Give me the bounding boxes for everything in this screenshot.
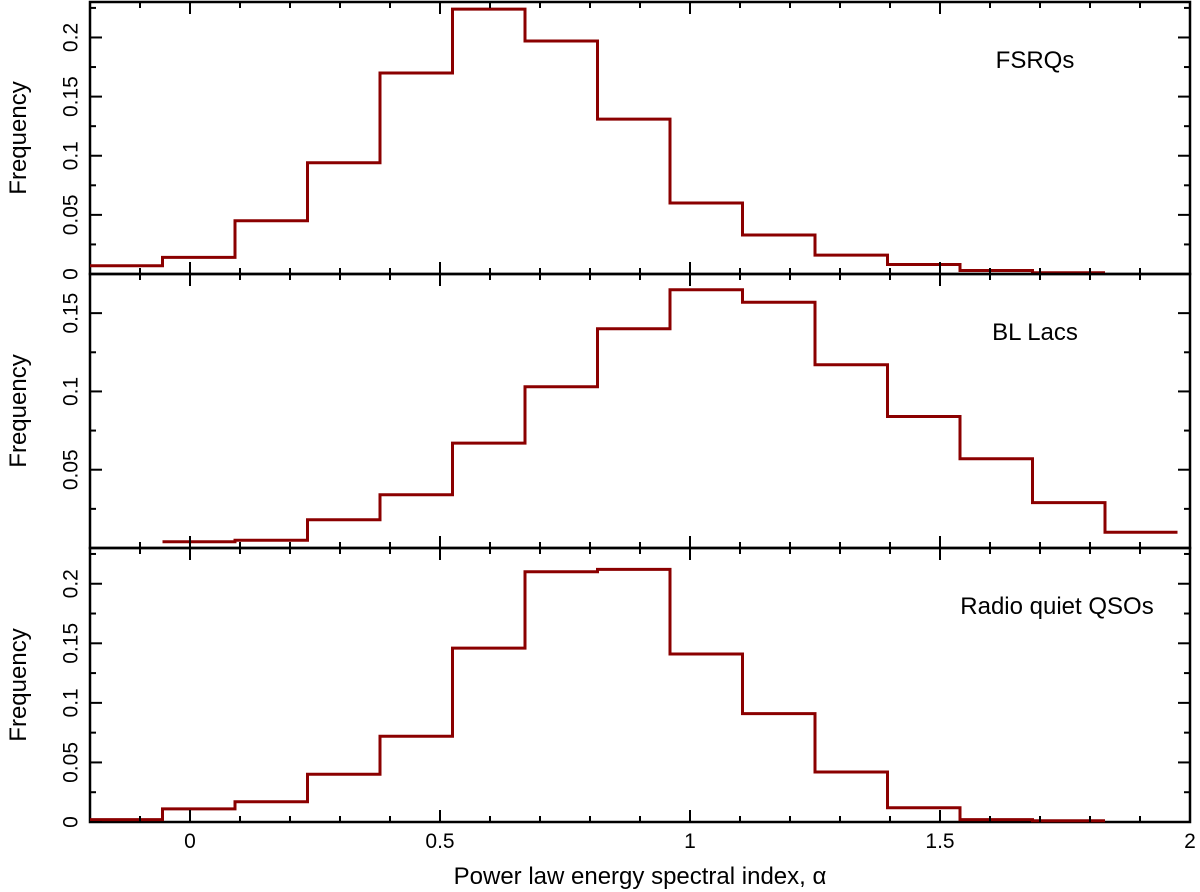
y-tick-label: 0.05 [60,194,83,235]
y-tick-label: 0 [60,268,83,280]
y-tick-label: 0.05 [60,742,83,783]
x-tick-label: 1 [684,830,696,853]
y-axis-title: Frequency [5,628,32,741]
y-axis-title: Frequency [5,354,32,467]
y-tick-label: 0.1 [60,688,83,717]
x-axis-title: Power law energy spectral index, α [454,863,827,890]
y-axis-title: Frequency [5,81,32,194]
x-tick-label: 1.5 [925,830,954,853]
histogram-series [90,567,1105,823]
panel-fsrqs: Frequency FSRQs 0 0.05 0.1 0.15 0.2 [5,0,1192,280]
panel-radio-quiet-qsos: Frequency Radio quiet QSOs Power law ene… [5,546,1196,890]
y-tick-label: 0.1 [60,141,83,170]
histogram-series [162,288,1178,544]
panel-frame [88,272,1192,550]
panel-frame [88,0,1192,276]
y-tick-label: 0 [60,816,83,828]
panel-label: BL Lacs [992,319,1078,346]
x-tick-label: 0.5 [425,830,454,853]
panel-frame [88,546,1192,824]
y-tick-label: 0.15 [60,293,83,334]
panel-label: FSRQs [996,47,1075,74]
y-tick-label: 0.1 [60,377,83,406]
y-tick-label: 0.15 [60,76,83,117]
panel-bl-lacs: Frequency BL Lacs 0.05 0.1 0.15 [5,272,1192,550]
y-tick-label: 0.05 [60,449,83,490]
histogram-series [90,7,1105,275]
x-tick-label: 0 [184,830,196,853]
y-tick-label: 0.2 [60,23,83,52]
panel-label: Radio quiet QSOs [960,593,1153,620]
y-tick-label: 0.15 [60,623,83,664]
y-tick-label: 0.2 [60,569,83,598]
x-tick-label: 2 [1184,830,1196,853]
